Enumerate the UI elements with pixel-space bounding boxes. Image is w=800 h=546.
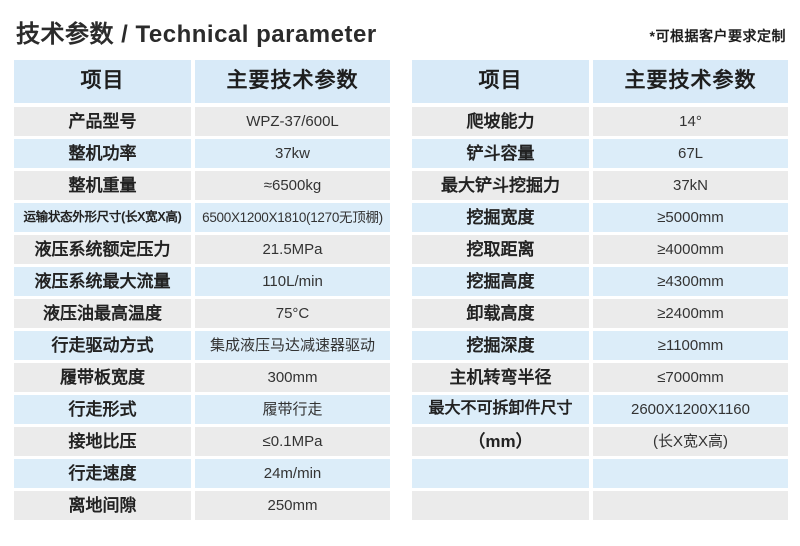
table-row: 接地比压 ≤0.1MPa (14, 427, 390, 456)
table-row: 产品型号 WPZ-37/600L (14, 107, 390, 136)
table-row: 液压系统额定压力 21.5MPa (14, 235, 390, 264)
param-value: 集成液压马达减速器驱动 (195, 331, 390, 360)
table-row: 整机功率 37kw (14, 139, 390, 168)
column-header-param: 主要技术参数 (195, 60, 390, 103)
table-row: 主机转弯半径 ≤7000mm (412, 363, 788, 392)
param-value: ≥2400mm (593, 299, 788, 328)
param-value: 24m/min (195, 459, 390, 488)
param-label: 离地间隙 (14, 491, 191, 520)
table-row: 运输状态外形尺寸(长X宽X高) 6500X1200X1810(1270无顶棚) (14, 203, 390, 232)
param-label: 最大不可拆卸件尺寸 (412, 395, 589, 424)
param-label: 挖掘高度 (412, 267, 589, 296)
table-row: 挖取距离 ≥4000mm (412, 235, 788, 264)
param-value: ≤0.1MPa (195, 427, 390, 456)
param-value: 110L/min (195, 267, 390, 296)
param-value: 37kN (593, 171, 788, 200)
param-label: 铲斗容量 (412, 139, 589, 168)
table-row: 挖掘深度 ≥1100mm (412, 331, 788, 360)
param-label: 挖掘宽度 (412, 203, 589, 232)
param-value: 67L (593, 139, 788, 168)
table-row: 行走驱动方式 集成液压马达减速器驱动 (14, 331, 390, 360)
param-value: ≥4300mm (593, 267, 788, 296)
table-row: 行走形式 履带行走 (14, 395, 390, 424)
spec-table-left: 项目 主要技术参数 产品型号 WPZ-37/600L 整机功率 37kw 整机重量 ≈65… (14, 60, 390, 523)
param-label: 运输状态外形尺寸(长X宽X高) (14, 203, 191, 232)
param-value: 75°C (195, 299, 390, 328)
param-value: WPZ-37/600L (195, 107, 390, 136)
page-header: 技术参数 / Technical parameter *可根据客户要求定制 (0, 0, 800, 50)
param-value (593, 491, 788, 520)
param-label: 卸载高度 (412, 299, 589, 328)
param-value: 2600X1200X1160 (593, 395, 788, 424)
param-value: 履带行走 (195, 395, 390, 424)
param-label: 整机功率 (14, 139, 191, 168)
param-label: 爬坡能力 (412, 107, 589, 136)
table-row: 爬坡能力 14° (412, 107, 788, 136)
param-label: 行走速度 (14, 459, 191, 488)
param-value: 21.5MPa (195, 235, 390, 264)
table-row (412, 459, 788, 488)
param-label: 产品型号 (14, 107, 191, 136)
param-value: 14° (593, 107, 788, 136)
table-header-row: 项目 主要技术参数 (14, 60, 390, 103)
table-row: 挖掘宽度 ≥5000mm (412, 203, 788, 232)
param-label: 行走驱动方式 (14, 331, 191, 360)
param-label: 整机重量 (14, 171, 191, 200)
param-label: 主机转弯半径 (412, 363, 589, 392)
table-row: 行走速度 24m/min (14, 459, 390, 488)
param-value: 250mm (195, 491, 390, 520)
table-row: 履带板宽度 300mm (14, 363, 390, 392)
table-row: 整机重量 ≈6500kg (14, 171, 390, 200)
param-value: ≥1100mm (593, 331, 788, 360)
param-label: 行走形式 (14, 395, 191, 424)
param-value: 37kw (195, 139, 390, 168)
param-value (593, 459, 788, 488)
param-label: 挖取距离 (412, 235, 589, 264)
customization-note: *可根据客户要求定制 (649, 28, 786, 44)
page-title: 技术参数 / Technical parameter (16, 21, 377, 48)
column-header-param: 主要技术参数 (593, 60, 788, 103)
param-label: 液压系统额定压力 (14, 235, 191, 264)
table-row: 最大铲斗挖掘力 37kN (412, 171, 788, 200)
param-label: 液压油最高温度 (14, 299, 191, 328)
param-label: 最大铲斗挖掘力 (412, 171, 589, 200)
param-value: ≤7000mm (593, 363, 788, 392)
table-row: 离地间隙 250mm (14, 491, 390, 520)
table-body: 产品型号 WPZ-37/600L 整机功率 37kw 整机重量 ≈6500kg 运输状态外形… (14, 107, 390, 520)
table-row: 液压系统最大流量 110L/min (14, 267, 390, 296)
table-body: 爬坡能力 14° 铲斗容量 67L 最大铲斗挖掘力 37kN 挖掘宽度 ≥5000mm 挖取距离… (412, 107, 788, 520)
table-row: 液压油最高温度 75°C (14, 299, 390, 328)
table-header-row: 项目 主要技术参数 (412, 60, 788, 103)
column-header-item: 项目 (14, 60, 191, 103)
param-label: 液压系统最大流量 (14, 267, 191, 296)
param-label: 接地比压 (14, 427, 191, 456)
table-row (412, 491, 788, 520)
param-label: 履带板宽度 (14, 363, 191, 392)
spec-tables-container: 项目 主要技术参数 产品型号 WPZ-37/600L 整机功率 37kw 整机重量 ≈65… (0, 60, 800, 523)
param-value: ≥4000mm (593, 235, 788, 264)
param-value: 6500X1200X1810(1270无顶棚) (195, 203, 390, 232)
param-value: ≥5000mm (593, 203, 788, 232)
param-label (412, 491, 589, 520)
param-label (412, 459, 589, 488)
param-label: 挖掘深度 (412, 331, 589, 360)
param-value: ≈6500kg (195, 171, 390, 200)
spec-table-right: 项目 主要技术参数 爬坡能力 14° 铲斗容量 67L 最大铲斗挖掘力 37kN 挖掘宽度 ≥… (412, 60, 788, 523)
table-row: 最大不可拆卸件尺寸 2600X1200X1160 (412, 395, 788, 424)
table-row: 卸载高度 ≥2400mm (412, 299, 788, 328)
table-row: 挖掘高度 ≥4300mm (412, 267, 788, 296)
param-value: 300mm (195, 363, 390, 392)
table-row: （mm） (长X宽X高) (412, 427, 788, 456)
param-label: （mm） (412, 427, 589, 456)
param-value: (长X宽X高) (593, 427, 788, 456)
column-header-item: 项目 (412, 60, 589, 103)
table-row: 铲斗容量 67L (412, 139, 788, 168)
